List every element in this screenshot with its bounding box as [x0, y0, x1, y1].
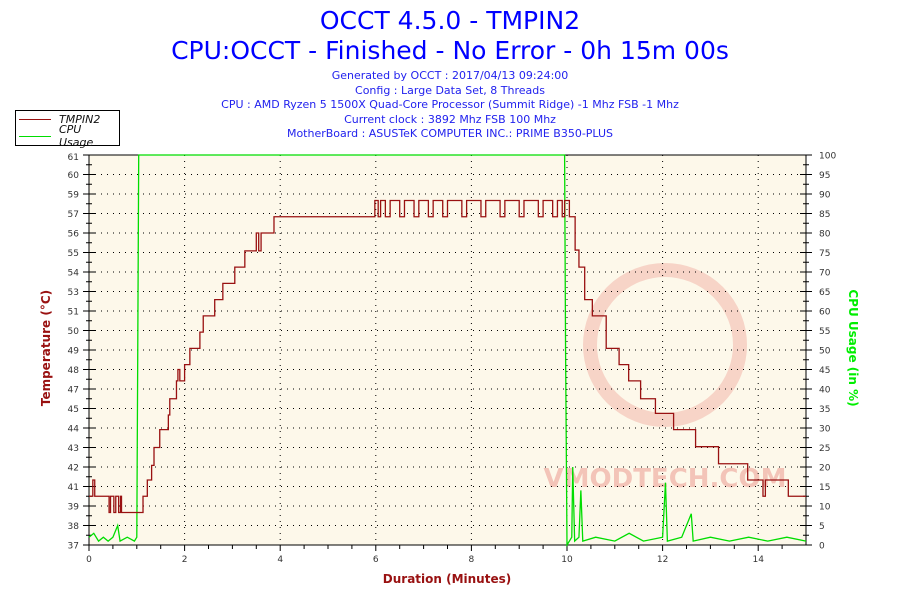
y-tick-label: 53	[68, 288, 79, 298]
y2-tick-label: 45	[819, 366, 830, 376]
y-axis-label: Temperature (°C)	[39, 290, 53, 406]
info-config: Config : Large Data Set, 8 Threads	[355, 83, 545, 97]
y2-tick-label: 65	[819, 288, 830, 298]
y-tick-label: 45	[68, 405, 79, 415]
y2-tick-label: 60	[819, 308, 831, 318]
legend-swatch-tmpin2	[19, 118, 51, 120]
legend-item-tmpin2: TMPIN2	[19, 111, 100, 127]
y2-tick-label: 100	[819, 152, 836, 162]
y-tick-label: 54	[68, 269, 80, 279]
x-tick-label: 4	[277, 555, 283, 565]
x-tick-label: 2	[182, 555, 188, 565]
y-tick-label: 56	[68, 230, 80, 240]
y-tick-label: 57	[68, 210, 79, 220]
x-tick-label: 12	[657, 555, 668, 565]
y2-tick-label: 85	[819, 210, 830, 220]
legend-label-tmpin2: TMPIN2	[59, 112, 101, 126]
series-line-tmpin2	[89, 199, 806, 514]
series-line-cpu-usage	[88, 154, 807, 548]
chart-title: OCCT 4.5.0 - TMPIN2	[319, 6, 581, 35]
y2-tick-label: 95	[819, 171, 830, 181]
plot-area	[89, 155, 806, 545]
info-motherboard: MotherBoard : ASUSTeK COMPUTER INC.: PRI…	[286, 127, 614, 140]
y2-tick-label: 50	[819, 347, 831, 357]
y-tick-label: 43	[68, 444, 79, 454]
legend-label-cpu-usage: CPU Usage	[58, 123, 94, 149]
x-axis-label: Duration (Minutes)	[383, 572, 511, 586]
y-tick-label: 50	[68, 327, 80, 337]
info-cpu: CPU : AMD Ryzen 5 1500X Quad-Core Proces…	[221, 98, 679, 111]
y2-tick-label: 40	[819, 386, 831, 396]
legend-swatch-cpu-usage	[19, 135, 51, 137]
legend: TMPIN2 CPU Usage	[15, 110, 120, 149]
y2-tick-label: 10	[819, 503, 831, 513]
y-tick-label: 61	[68, 153, 79, 163]
y-tick-label: 47	[68, 386, 79, 396]
y2-tick-label: 0	[819, 542, 825, 552]
y2-tick-label: 80	[819, 230, 831, 240]
y-tick-label: 59	[68, 191, 80, 201]
info-generated: Generated by OCCT : 2017/04/13 09:24:00	[331, 69, 569, 82]
info-clock: Current clock : 3892 Mhz FSB 100 Mhz	[344, 112, 556, 126]
y2-tick-label: 75	[819, 249, 830, 259]
y2-tick-label: 90	[819, 191, 831, 201]
y2-axis-label: CPU Usage (in %)	[846, 289, 860, 406]
y2-tick-label: 35	[819, 405, 830, 415]
x-tick-label: 6	[373, 555, 379, 565]
y2-tick-label: 55	[819, 327, 830, 337]
y-tick-label: 44	[68, 425, 80, 435]
x-tick-label: 14	[752, 555, 764, 565]
y-tick-label: 41	[68, 483, 79, 493]
y2-tick-label: 30	[819, 425, 831, 435]
x-tick-label: 10	[561, 555, 573, 565]
y2-tick-label: 70	[819, 269, 831, 279]
watermark-logo	[583, 263, 747, 427]
x-tick-label: 0	[86, 555, 92, 565]
chart-subtitle: CPU:OCCT - Finished - No Error - 0h 15m …	[171, 36, 729, 65]
y-tick-label: 37	[68, 542, 79, 552]
y2-tick-label: 15	[819, 483, 830, 493]
y-tick-label: 38	[68, 522, 80, 532]
y-tick-label: 39	[68, 503, 80, 513]
y-tick-label: 49	[68, 347, 80, 357]
y2-tick-label: 20	[819, 464, 831, 474]
y-tick-label: 51	[68, 308, 79, 318]
y2-tick-label: 25	[819, 444, 830, 454]
x-tick-label: 8	[469, 555, 475, 565]
y-tick-label: 48	[68, 366, 80, 376]
y2-tick-label: 5	[819, 522, 825, 532]
legend-item-cpu-usage: CPU Usage	[19, 123, 119, 149]
y-tick-label: 42	[68, 464, 79, 474]
y-tick-label: 55	[68, 249, 79, 259]
y-tick-label: 60	[68, 171, 80, 181]
